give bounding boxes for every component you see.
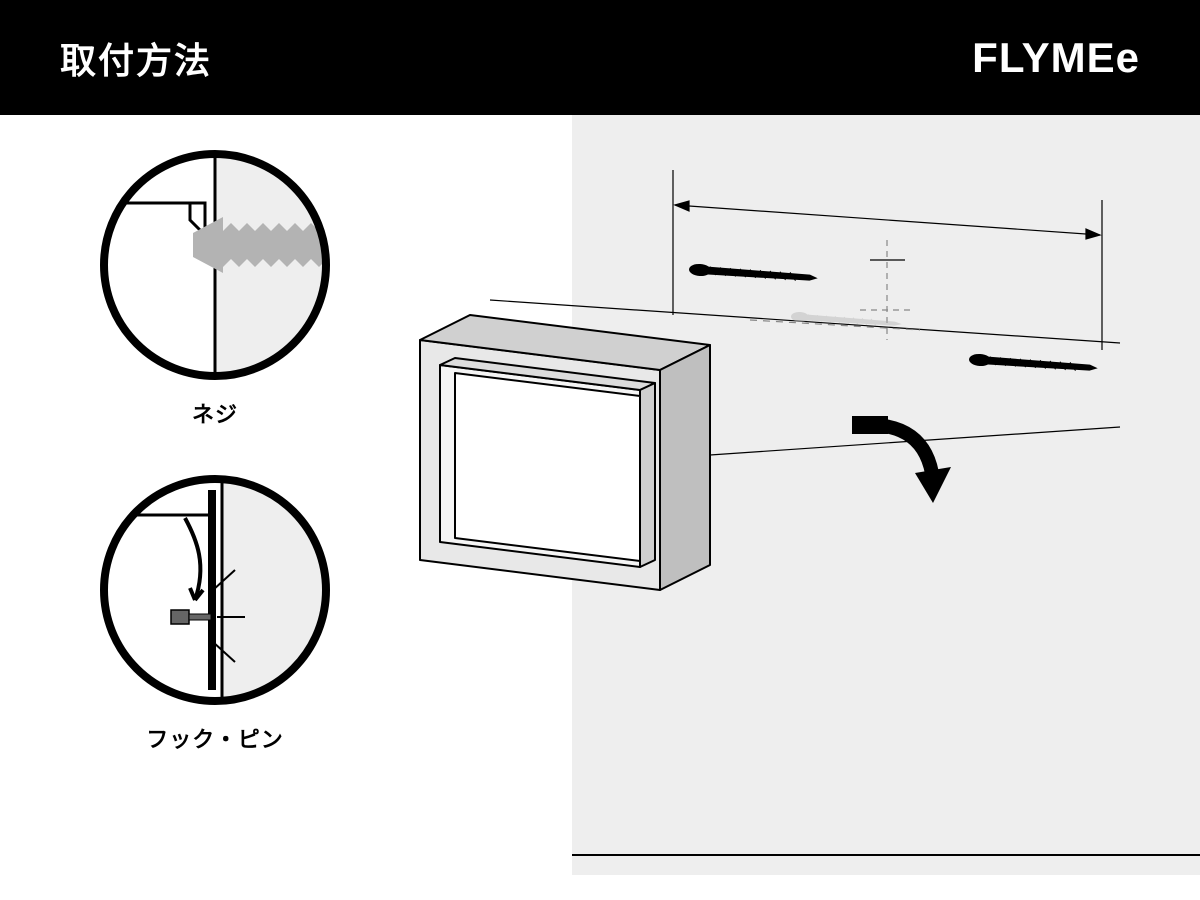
brand-logo: FLYMEe [972,34,1140,82]
hook-detail-group: フック・ピン [95,470,335,754]
screw-detail-group: ネジ [95,145,335,429]
screw-detail-icon [95,145,335,385]
screw-detail-label: ネジ [192,397,238,429]
diagram-area: ネジ [0,115,1200,900]
main-installation-diagram [400,115,1200,875]
hook-detail-label: フック・ピン [146,722,284,754]
drop-arrow-right [852,416,951,503]
header-bar: 取付方法 FLYMEe [0,0,1200,115]
screw-left [689,263,819,284]
screw-right [969,353,1099,374]
hook-detail-icon [95,470,335,710]
page-title: 取付方法 [60,32,212,84]
picture-frame [420,315,710,590]
